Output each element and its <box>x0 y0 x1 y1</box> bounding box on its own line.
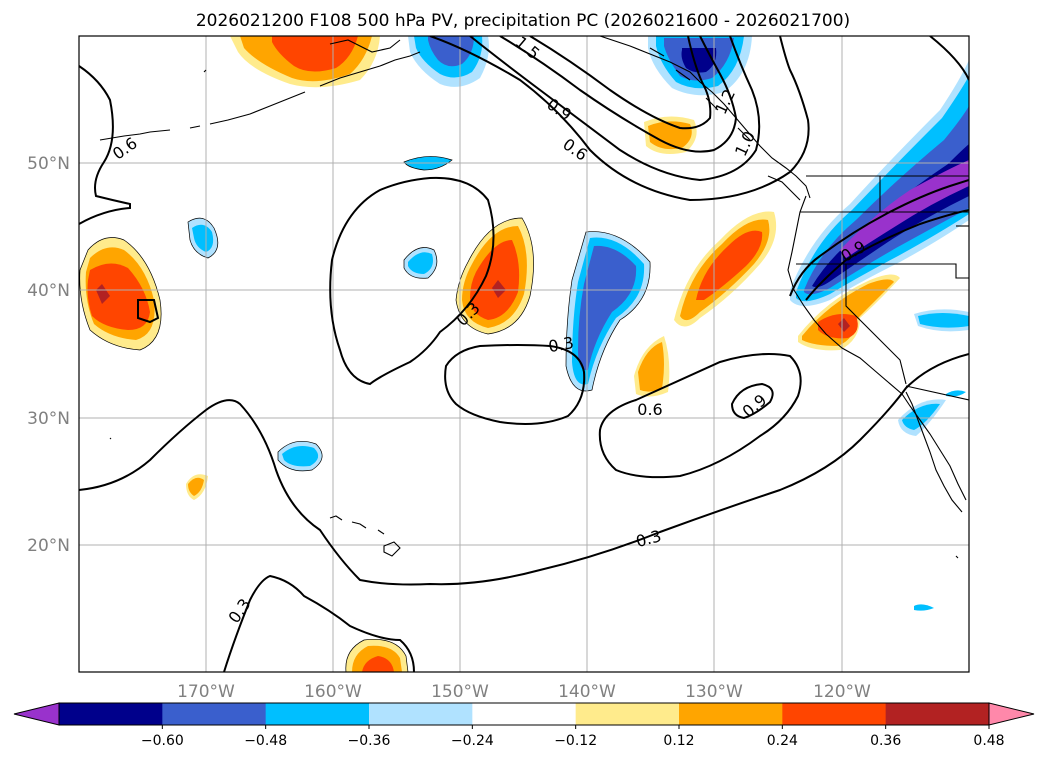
map-title: 2026021200 F108 500 hPa PV, precipitatio… <box>196 11 850 31</box>
contour-label: 0.6 <box>637 400 662 419</box>
colorbar-frame <box>58 702 990 726</box>
colorbar-tick-label: −0.48 <box>244 733 287 749</box>
colorbar-tick-label: 0.24 <box>767 733 798 749</box>
colorbar-box <box>679 703 783 725</box>
colorbar-boxes <box>59 703 990 725</box>
latitude-labels: 50°N 40°N 30°N 20°N <box>27 154 70 556</box>
lon-label: 140°W <box>558 682 616 702</box>
colorbar-tick-label: −0.36 <box>348 733 391 749</box>
colorbar-box <box>59 703 163 725</box>
colorbar-tick-label: 0.48 <box>973 733 1004 749</box>
colorbar-box <box>575 703 680 725</box>
colorbar: −0.60 −0.48 −0.36 −0.24 −0.12 0.12 0.24 0.36 0.4… <box>13 702 1035 749</box>
colorbar-tick-label: −0.60 <box>141 733 184 749</box>
colorbar-box <box>265 703 370 725</box>
colorbar-right-extension <box>988 702 1035 726</box>
colorbar-box <box>782 703 887 725</box>
longitude-labels: 170°W 160°W 150°W 140°W 130°W 120°W <box>177 682 871 702</box>
colorbar-box <box>369 703 473 725</box>
lat-label: 20°N <box>27 536 70 556</box>
map-area: 0.6 1.5 0.9 0.6 1.2 1.0 0.9 0.3 0.3 0.6 … <box>79 36 969 672</box>
lat-label: 30°N <box>27 409 70 429</box>
coastlines <box>99 36 969 559</box>
contour-label: 0.3 <box>547 333 575 356</box>
colorbar-tick-label: −0.12 <box>554 733 597 749</box>
lon-label: 170°W <box>177 682 235 702</box>
colorbar-left-extension <box>13 702 60 726</box>
precip-outlines <box>79 156 651 672</box>
lon-label: 150°W <box>431 682 489 702</box>
map-frame <box>78 35 970 673</box>
colorbar-ticks: −0.60 −0.48 −0.36 −0.24 −0.12 0.12 0.24 0.36 0.4… <box>141 725 1005 749</box>
lat-label: 50°N <box>27 154 70 174</box>
lon-label: 120°W <box>813 682 871 702</box>
lon-label: 130°W <box>685 682 743 702</box>
colorbar-box <box>472 703 577 725</box>
lon-label: 160°W <box>304 682 362 702</box>
colorbar-tick-label: −0.24 <box>451 733 494 749</box>
pv-contours <box>79 36 969 672</box>
colorbar-tick-label: 0.36 <box>870 733 901 749</box>
colorbar-box <box>885 703 990 725</box>
colorbar-box <box>162 703 267 725</box>
lat-label: 40°N <box>27 281 70 301</box>
graticule <box>79 36 969 672</box>
colorbar-tick-label: 0.12 <box>663 733 694 749</box>
